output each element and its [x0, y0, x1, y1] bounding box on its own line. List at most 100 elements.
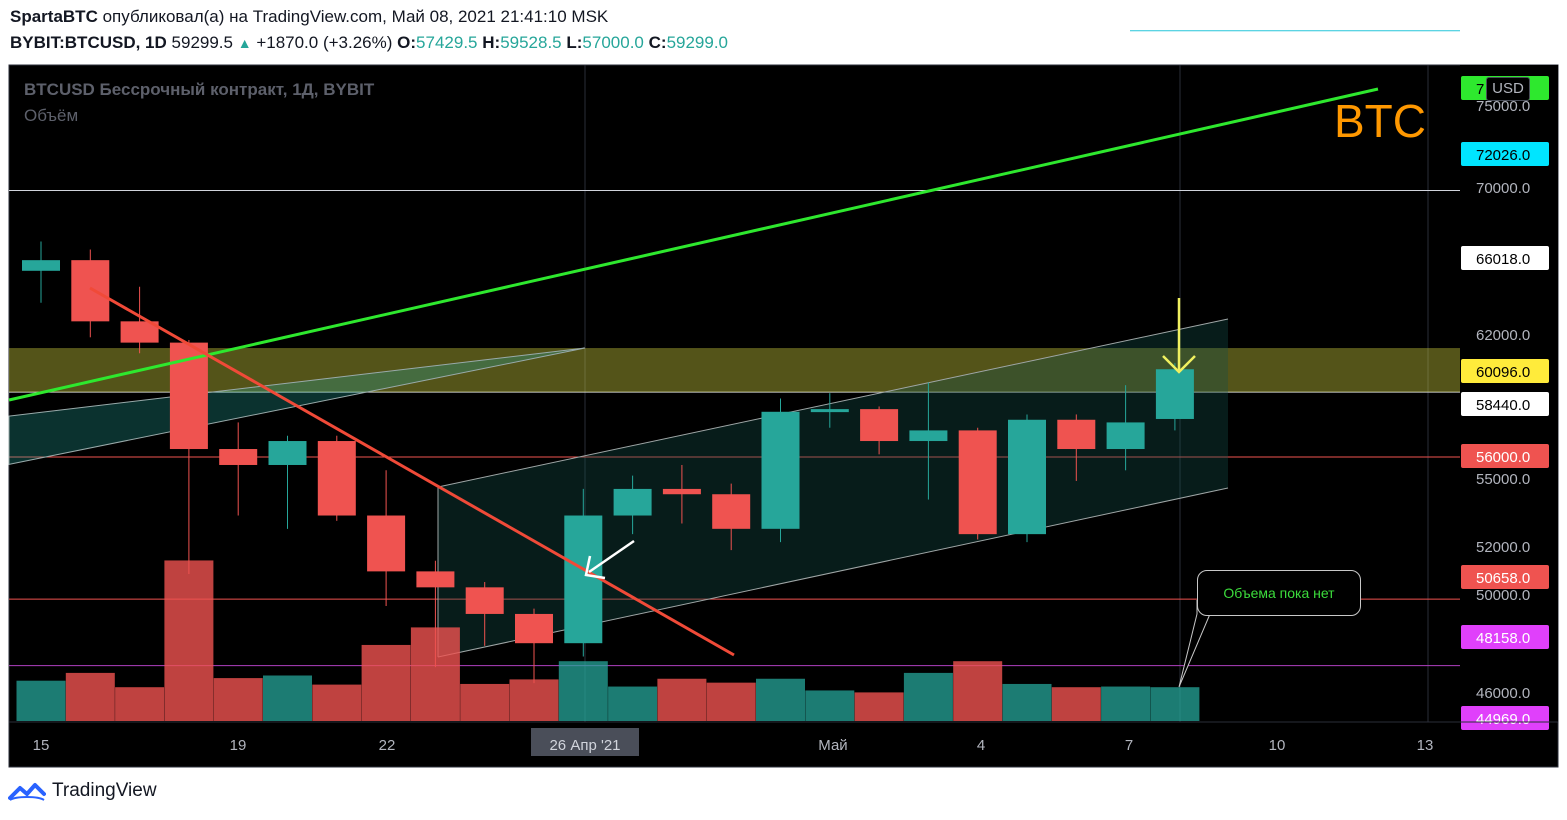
open-label: O:: [397, 33, 417, 52]
btc-text-annotation: BTC: [1334, 95, 1426, 147]
high-label: H:: [482, 33, 501, 52]
yellow-arrow-head: [1162, 355, 1196, 374]
green-trendline: [8, 87, 1379, 402]
candle-body: [860, 409, 899, 442]
volume-bar: [509, 679, 559, 721]
candle-body: [1057, 419, 1096, 450]
symbol-info: BYBIT:BTCUSD, 1D 59299.5 ▲ +1870.0 (+3.2…: [10, 33, 728, 53]
volume-bar: [1101, 686, 1151, 721]
volume-bar: [558, 661, 608, 721]
candle-body: [416, 571, 455, 588]
y-tick-label: 62000.0: [1476, 327, 1530, 344]
candle-body: [219, 449, 258, 465]
author-name[interactable]: SpartaBTC: [10, 7, 98, 26]
candle-body: [1155, 369, 1194, 419]
volume-bar: [361, 644, 411, 721]
volume-bar: [756, 678, 805, 721]
red-trendline: [89, 286, 735, 657]
price-label-text: 66018.0: [1476, 251, 1530, 268]
series-title: BTCUSD Бессрочный контракт, 1Д, BYBIT: [24, 80, 375, 99]
volume-bar: [213, 678, 263, 721]
y-tick-label: 46000.0: [1476, 685, 1530, 702]
footer-brand[interactable]: TradingView: [8, 780, 157, 802]
candle-body: [958, 430, 997, 535]
volume-label: Объём: [24, 106, 79, 125]
price-label-box: [1461, 392, 1549, 416]
candle-body: [613, 488, 652, 516]
candle-body: [367, 515, 406, 572]
price-label-text: 48158.0: [1476, 630, 1530, 647]
x-tick-label: 15: [33, 737, 50, 754]
x-tick-label: 4: [977, 737, 985, 754]
currency-button[interactable]: USD: [1486, 77, 1530, 101]
y-tick-label: 70000.0: [1476, 180, 1530, 197]
candle-body: [761, 411, 800, 529]
candle-body: [515, 613, 553, 644]
symbol-label: BYBIT:BTCUSD, 1D: [10, 33, 167, 52]
price-label-text: 50658.0: [1476, 570, 1530, 587]
candle-body: [1008, 419, 1046, 535]
low-label: L:: [566, 33, 583, 52]
price-label-box: [1461, 625, 1549, 649]
y-tick-label: 75000.0: [1476, 98, 1530, 115]
candle-body: [1106, 422, 1145, 450]
price-label-box: [1461, 565, 1549, 589]
volume-bar: [953, 661, 1003, 721]
rising-channel: [438, 319, 1228, 657]
candles: [22, 241, 1194, 684]
x-tick-label: 13: [1417, 737, 1434, 754]
x-tick-label: 26 Апр '21: [549, 737, 620, 754]
x-tick-label: Май: [818, 737, 847, 754]
publish-info: SpartaBTC опубликовал(а) на TradingView.…: [10, 7, 608, 27]
resistance-zone: [9, 348, 1460, 393]
candle-body: [465, 587, 504, 614]
price-change: +1870.0 (+3.26%): [256, 33, 393, 52]
volume-bar: [263, 675, 312, 721]
candle-body: [564, 515, 603, 644]
time-axis[interactable]: 15 19 22 26 Апр '21 Май 4 7 10 13: [9, 721, 1558, 756]
tradingview-logo-icon: [8, 783, 46, 801]
volume-bar: [1051, 687, 1101, 721]
brand-name: TradingView: [52, 780, 157, 801]
price-label-text: 60096.0: [1476, 364, 1530, 381]
up-arrow-icon: ▲: [237, 35, 252, 51]
volume-bars: [16, 560, 1200, 721]
volume-bar: [460, 683, 510, 721]
candle-body: [909, 430, 948, 442]
x-tick-label: 22: [379, 737, 396, 754]
price-label-box: [1461, 444, 1549, 468]
candle-body: [268, 441, 307, 465]
candle-body: [22, 260, 60, 271]
candle-body: [71, 260, 110, 322]
price-label-box: [1461, 706, 1549, 730]
candle-body: [120, 321, 159, 343]
y-tick-label: 55000.0: [1476, 471, 1530, 488]
last-price: 59299.5: [171, 33, 233, 52]
x-tick-label: 19: [230, 737, 247, 754]
channel-top-line: [437, 318, 1229, 488]
volume-bar: [164, 560, 214, 721]
price-label-text: 44969.0: [1476, 711, 1530, 728]
low-value: 57000.0: [582, 33, 644, 52]
volume-bar: [805, 690, 855, 721]
y-tick-label: 50000.0: [1476, 587, 1530, 604]
price-axis[interactable]: 46000.0 50000.0 52000.0 55000.0 62000.0 70000…: [1460, 65, 1558, 730]
price-label-text: 56000.0: [1476, 449, 1530, 466]
volume-callout: Объема пока нет: [1197, 570, 1361, 616]
volume-bar: [657, 678, 707, 721]
price-label-text: 58440.0: [1476, 397, 1530, 414]
price-label-box: [1461, 359, 1549, 383]
publish-text: опубликовал(а) на TradingView.com, Май 0…: [102, 7, 609, 26]
volume-bar: [1002, 683, 1052, 721]
open-value: 57429.5: [416, 33, 478, 52]
drawings-front: [8, 87, 1379, 688]
candle-body: [662, 488, 701, 495]
volume-bar: [1150, 687, 1200, 721]
close-value: 59299.0: [666, 33, 729, 52]
volume-bar: [115, 687, 165, 721]
price-label-box: [1461, 142, 1549, 166]
volume-bar: [903, 672, 953, 721]
x-tick-label: 10: [1269, 737, 1286, 754]
volume-bar: [312, 684, 362, 721]
